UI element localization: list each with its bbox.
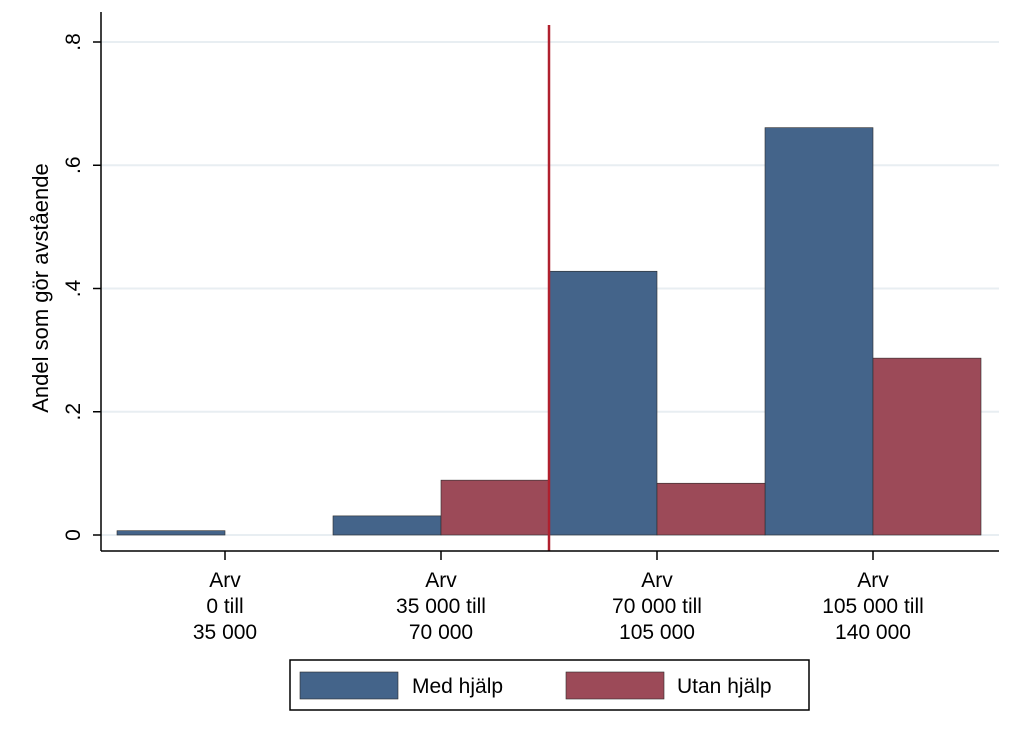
y-tick-label-4: .8 — [62, 33, 85, 51]
y-axis-title: Andel som gör avstående — [28, 163, 53, 413]
bars — [116, 127, 982, 536]
legend: Med hjälp Utan hjälp — [289, 659, 810, 711]
x-tick-label-0-line-1: 0 till — [206, 595, 243, 618]
x-tick-label-0-line-2: 35 000 — [193, 621, 257, 644]
x-tick-label-3-line-0: Arv — [857, 569, 889, 592]
bar-utan-hjalp-3 — [872, 357, 982, 536]
x-tick-label-2-line-1: 70 000 till — [612, 595, 702, 618]
x-tick-label-2-line-0: Arv — [641, 569, 673, 592]
y-tick-label-0: 0 — [62, 529, 85, 541]
y-tick-label-3: .6 — [62, 156, 85, 174]
x-tick-label-0-line-0: Arv — [209, 569, 241, 592]
bar-med-hjalp-0 — [116, 530, 226, 536]
bar-med-hjalp-2 — [548, 270, 658, 536]
y-tick-label-1: .2 — [62, 403, 85, 421]
axes: 0 .2 .4 .6 .8 Arv 0 till 35 000 Arv 35 000 till 70… — [62, 12, 999, 644]
y-tick-label-2: .4 — [62, 279, 85, 297]
x-tick-label-1-line-1: 35 000 till — [396, 595, 486, 618]
legend-swatch-1 — [565, 671, 665, 700]
x-tick-label-3-line-2: 140 000 — [835, 621, 911, 644]
x-tick-label-1-line-0: Arv — [425, 569, 457, 592]
bar-med-hjalp-3 — [764, 127, 874, 536]
legend-swatch-0 — [299, 671, 399, 700]
legend-label-0: Med hjälp — [412, 675, 503, 698]
x-tick-label-1-line-2: 70 000 — [409, 621, 473, 644]
bar-utan-hjalp-2 — [656, 482, 766, 536]
x-tick-label-3-line-1: 105 000 till — [822, 595, 924, 618]
bar-utan-hjalp-1 — [440, 479, 550, 536]
bar-med-hjalp-1 — [332, 515, 442, 536]
x-tick-label-2-line-2: 105 000 — [619, 621, 695, 644]
legend-label-1: Utan hjälp — [677, 675, 772, 698]
